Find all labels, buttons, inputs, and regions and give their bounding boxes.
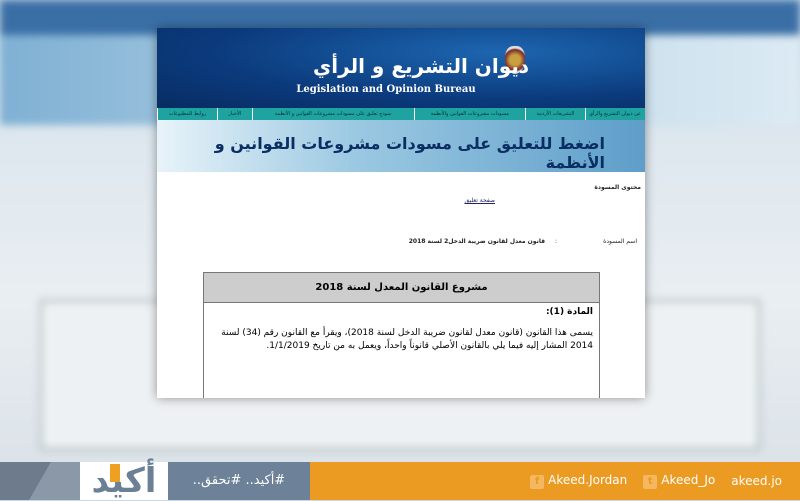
nav-item[interactable]: نموذج تعليق على مسودات مشروعات القوانين …: [251, 108, 414, 120]
facebook-icon: f: [530, 475, 545, 489]
facebook-link[interactable]: f Akeed.Jordan: [530, 473, 627, 489]
nav-item[interactable]: الأخبار: [217, 108, 252, 120]
site-title-en: Legislation and Opinion Bureau: [296, 84, 476, 95]
footer-bar: أكيد #أكيد.. #تحقق.. f Akeed.Jordan t Akee…: [0, 462, 800, 500]
jordan-crest-icon: [505, 46, 525, 74]
nav-item[interactable]: مسودات مشروعات القوانين والأنظمة: [413, 108, 525, 120]
nav-item[interactable]: عن ديوان التشريع والرأي: [584, 108, 645, 120]
nav-item[interactable]: التشريعات الأردنية: [524, 108, 585, 120]
footer-decoration: [0, 462, 80, 500]
footer-slogan: #أكيد.. #تحقق..: [168, 462, 310, 500]
website-link[interactable]: akeed.jo: [731, 474, 782, 488]
website-screenshot: ديوان التشريع و الرأي Legislation and Op…: [157, 28, 645, 398]
comment-page-link[interactable]: صفحة تعليق: [464, 197, 496, 204]
article-text: يسمى هذا القانون (قانون معدل لقانون ضريب…: [221, 328, 593, 351]
section-label: محتوى المسودة: [594, 184, 641, 191]
site-title-ar: ديوان التشريع و الرأي: [312, 54, 530, 78]
document-title: مشروع القانون المعدل لسنة 2018: [204, 273, 599, 303]
nav-item[interactable]: روابط للمطبوعات: [157, 108, 217, 120]
twitter-link[interactable]: t Akeed_Jo: [643, 473, 715, 489]
document-box: مشروع القانون المعدل لسنة 2018 المادة (1…: [203, 272, 600, 398]
colon: :: [554, 238, 557, 245]
banner-text: اضغط للتعليق على مسودات مشروعات القوانين…: [214, 134, 605, 172]
draft-name-label: اسم المسودة: [603, 238, 637, 245]
twitter-icon: t: [643, 475, 658, 489]
article-heading: المادة (1):: [545, 307, 593, 317]
akeed-logo: أكيد: [80, 462, 168, 500]
site-header: ديوان التشريع و الرأي Legislation and Op…: [157, 28, 645, 108]
comment-banner[interactable]: اضغط للتعليق على مسودات مشروعات القوانين…: [157, 120, 645, 172]
draft-name: قانون معدل لقانون ضريبة الدخل2 لسنة 2018: [408, 238, 545, 245]
nav-bar: عن ديوان التشريع والرأي التشريعات الأردن…: [157, 108, 645, 120]
